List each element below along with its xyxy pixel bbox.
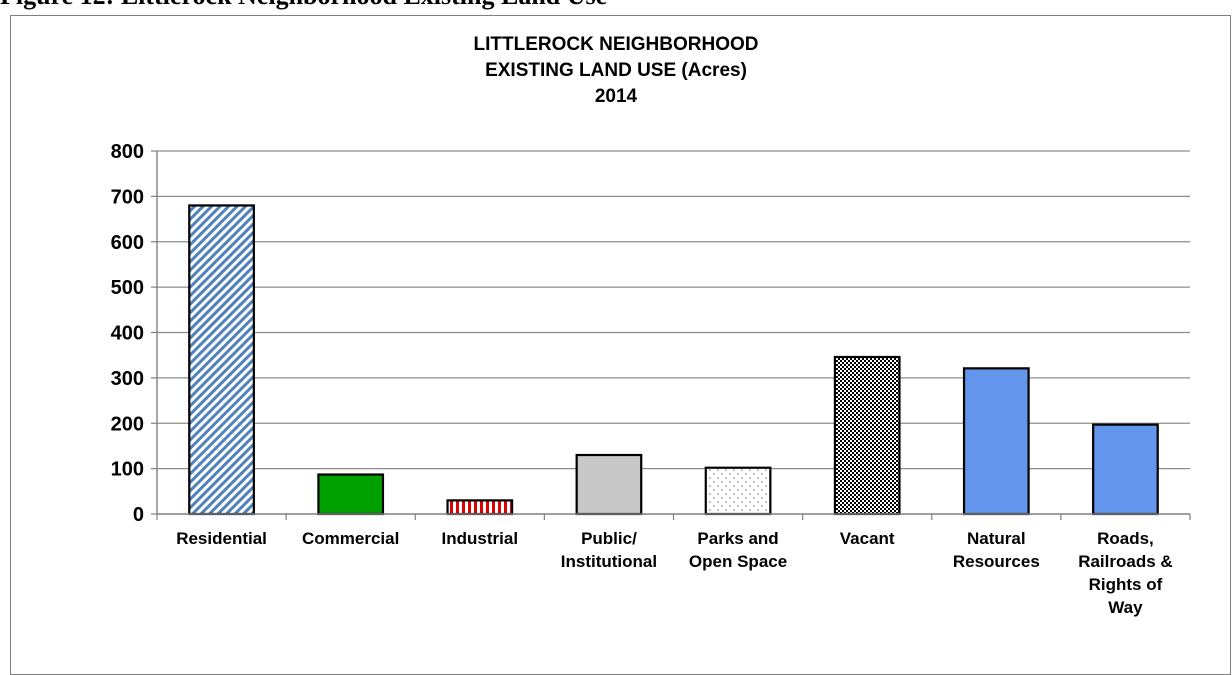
x-tick-label: Public/ Institutional xyxy=(560,529,658,571)
chart-title-line-1: LITTLEROCK NEIGHBORHOOD xyxy=(473,34,759,55)
bar xyxy=(446,499,514,516)
x-tick-label: Commercial xyxy=(302,529,400,548)
bar xyxy=(188,204,255,516)
bar xyxy=(833,355,901,516)
bars xyxy=(188,204,1159,516)
gridlines xyxy=(157,150,1190,470)
x-tick-label: Roads, Railroads & Rights of Way xyxy=(1078,529,1173,617)
bar-chart: 0 100 200 300 400 500 600 700 800 xyxy=(111,141,1191,526)
figure-caption: Figure 12: Littlerock Neighborhood Exist… xyxy=(0,0,607,9)
x-tick-label: Vacant xyxy=(839,529,895,548)
chart-title: LITTLEROCK NEIGHBORHOOD EXISTING LAND US… xyxy=(0,32,1232,110)
y-tick-label: 800 xyxy=(111,141,144,163)
x-tick-label: Industrial xyxy=(441,529,519,548)
y-tick-label: 600 xyxy=(111,232,144,254)
y-tick-label: 300 xyxy=(111,368,144,390)
x-tick-label: Parks and Open Space xyxy=(688,529,788,571)
y-tick-label: 400 xyxy=(111,323,144,345)
x-tick-label: Natural Resources xyxy=(952,529,1040,571)
bar xyxy=(317,473,385,516)
y-tick-label: 0 xyxy=(133,504,144,526)
y-tick-label: 700 xyxy=(111,186,144,208)
bar xyxy=(575,453,643,516)
bar xyxy=(704,466,772,516)
chart-title-line-3: 2014 xyxy=(594,86,638,107)
bar xyxy=(962,367,1030,516)
y-tick-label: 200 xyxy=(111,413,144,435)
y-tick-label: 500 xyxy=(111,277,144,299)
x-tick-label: Residential xyxy=(176,529,267,548)
y-tick-label: 100 xyxy=(111,459,144,481)
bar xyxy=(1092,423,1159,516)
axes: 0 100 200 300 400 500 600 700 800 xyxy=(111,141,1191,526)
chart-title-line-2: EXISTING LAND USE (Acres) xyxy=(485,60,747,81)
